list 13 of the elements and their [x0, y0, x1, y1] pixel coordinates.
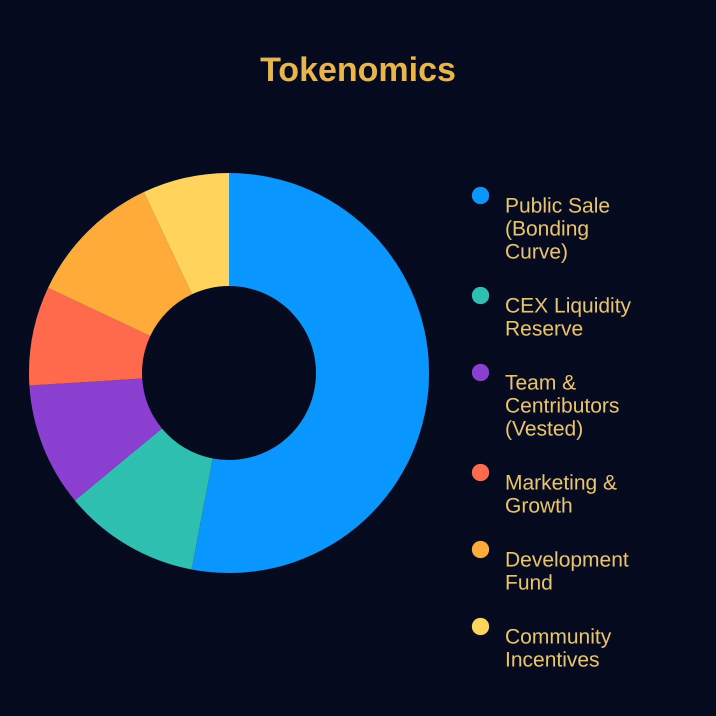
donut-slice [29, 378, 162, 500]
chart-title: Tokenomics [260, 51, 456, 89]
legend-label: Development Fund [505, 548, 629, 594]
legend-label: CEX Liquidity Reserve [505, 294, 632, 340]
legend-label: Public Sale (Bonding Curve) [505, 194, 610, 264]
donut-slice [74, 428, 213, 570]
donut-slice [192, 173, 429, 573]
legend-label: Team & Centributors (Vested) [505, 372, 620, 440]
donut-slice [29, 288, 150, 386]
legend-label: Marketing & Growth [505, 472, 618, 518]
legend-label: Community Incentives [505, 626, 612, 672]
donut-slice [48, 192, 192, 336]
donut-slice [144, 173, 229, 294]
